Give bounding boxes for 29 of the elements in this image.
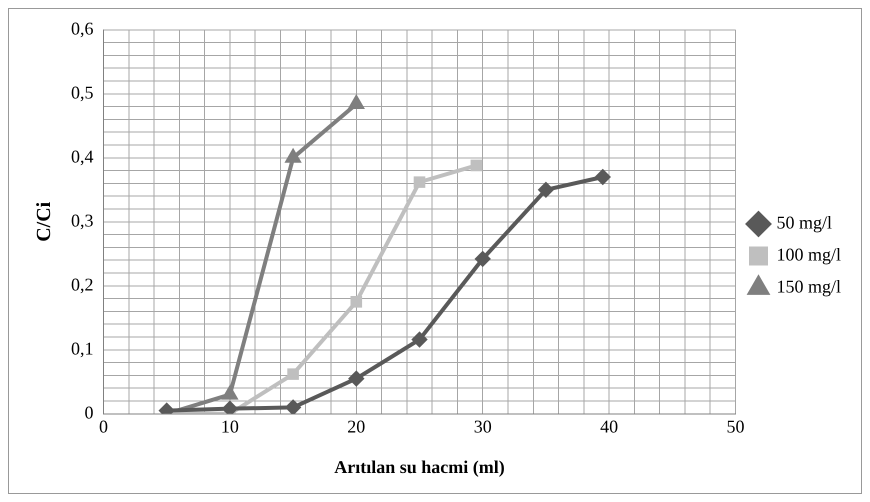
y-tick-label: 0,2 [71, 274, 94, 295]
point [474, 250, 491, 267]
legend-label: 100 mg/l [776, 244, 842, 265]
y-tick-label: 0,6 [71, 18, 94, 39]
y-tick-label: 0 [84, 402, 94, 423]
y-tick-label: 0,1 [71, 338, 94, 359]
point [594, 169, 611, 185]
y-tick-label: 0,5 [71, 82, 94, 103]
x-tick-label: 10 [220, 416, 239, 436]
y-tick-label: 0,4 [71, 146, 94, 167]
point [414, 176, 426, 188]
x-tick-label: 0 [99, 416, 108, 436]
point [348, 370, 364, 387]
x-tick-label: 50 [726, 416, 744, 436]
y-axis-title: C/Ci [33, 201, 56, 242]
y-tick-label: 0,3 [71, 210, 94, 231]
point [470, 160, 482, 172]
point [285, 399, 302, 414]
point [350, 296, 362, 308]
x-axis-title: Arıtılan su hacmi (ml) [334, 456, 505, 477]
point [222, 385, 238, 400]
legend-label: 50 mg/l [776, 212, 832, 233]
x-tick-label: 40 [600, 416, 618, 436]
x-tick-label: 20 [347, 416, 366, 436]
legend-label: 150 mg/l [776, 276, 842, 297]
point [538, 182, 554, 198]
point [287, 368, 299, 380]
x-tick-label: 30 [474, 416, 492, 436]
point [412, 332, 428, 348]
